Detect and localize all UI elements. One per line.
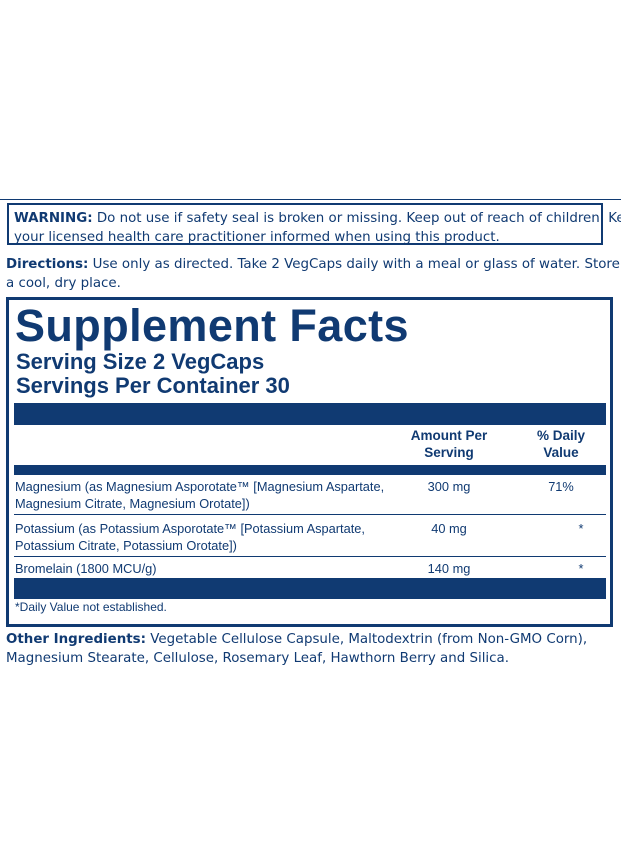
nutrient-name-line: Potassium (as Potassium Asporotate™ [Pot… — [15, 521, 365, 536]
warning-line-2: your licensed health care practitioner i… — [14, 230, 500, 245]
dv-header-line-2: Value — [543, 445, 579, 460]
dv-header-line-1: % Daily — [536, 428, 586, 443]
nutrient-daily-value: * — [578, 561, 584, 576]
top-divider — [0, 199, 621, 200]
nutrient-amount: 140 mg — [427, 561, 471, 576]
row-divider — [14, 556, 606, 557]
nutrient-name-line: Magnesium (as Magnesium Asporotate™ [Mag… — [15, 479, 385, 494]
other-ingredients-label: Other Ingredients: — [6, 632, 146, 647]
daily-value-footnote: *Daily Value not established. — [15, 600, 167, 614]
directions-text: Directions: Use only as directed. Take 2… — [6, 255, 621, 293]
other-ingredients-line-1: Other Ingredients: Vegetable Cellulose C… — [6, 630, 616, 649]
nutrient-amount: 300 mg — [427, 479, 471, 494]
directions-text-1: Use only as directed. Take 2 VegCaps dai… — [88, 257, 621, 272]
nutrient-name-line: Magnesium Citrate, Magnesium Orotate]) — [15, 496, 250, 511]
nutrient-name-line: Potassium Citrate, Potassium Orotate]) — [15, 538, 237, 553]
directions-label: Directions: — [6, 257, 89, 272]
other-ingredients-text-1: Vegetable Cellulose Capsule, Maltodextri… — [145, 632, 588, 647]
directions-line-1: Directions: Use only as directed. Take 2… — [6, 255, 621, 274]
serving-size: Serving Size 2 VegCaps — [16, 349, 265, 374]
warning-text-1: Do not use if safety seal is broken or m… — [92, 211, 621, 226]
warning-box: WARNING: Do not use if safety seal is br… — [7, 203, 621, 245]
facts-title: Supplement Facts — [15, 300, 409, 351]
footer-bar — [14, 578, 606, 599]
daily-value-header: % Daily Value — [517, 427, 605, 461]
nutrient-name-line: Bromelain (1800 MCU/g) — [15, 561, 157, 576]
nutrient-name: Bromelain (1800 MCU/g) — [15, 560, 157, 577]
nutrient-daily-value: 71% — [548, 479, 574, 494]
other-ingredients-line-2: Magnesium Stearate, Cellulose, Rosemary … — [6, 651, 509, 666]
warning-label: WARNING: — [14, 211, 93, 226]
directions-line-2: a cool, dry place. — [6, 276, 121, 291]
nutrient-name: Magnesium (as Magnesium Asporotate™ [Mag… — [15, 478, 384, 512]
row-divider — [14, 514, 606, 515]
amount-header-line-2: Serving — [424, 445, 474, 460]
nutrient-amount: 40 mg — [431, 521, 467, 536]
header-bar — [14, 403, 606, 425]
amount-header-line-1: Amount Per — [410, 428, 488, 443]
thick-divider — [14, 465, 606, 475]
nutrient-name: Potassium (as Potassium Asporotate™ [Pot… — [15, 520, 365, 554]
supplement-facts-panel: Supplement Facts Serving Size 2 VegCaps … — [6, 297, 613, 627]
nutrient-daily-value: * — [578, 521, 584, 536]
amount-per-serving-header: Amount Per Serving — [404, 427, 494, 461]
servings-per-container: Servings Per Container 30 — [16, 373, 290, 398]
other-ingredients: Other Ingredients: Vegetable Cellulose C… — [6, 630, 616, 668]
warning-line-1: WARNING: Do not use if safety seal is br… — [14, 209, 621, 228]
